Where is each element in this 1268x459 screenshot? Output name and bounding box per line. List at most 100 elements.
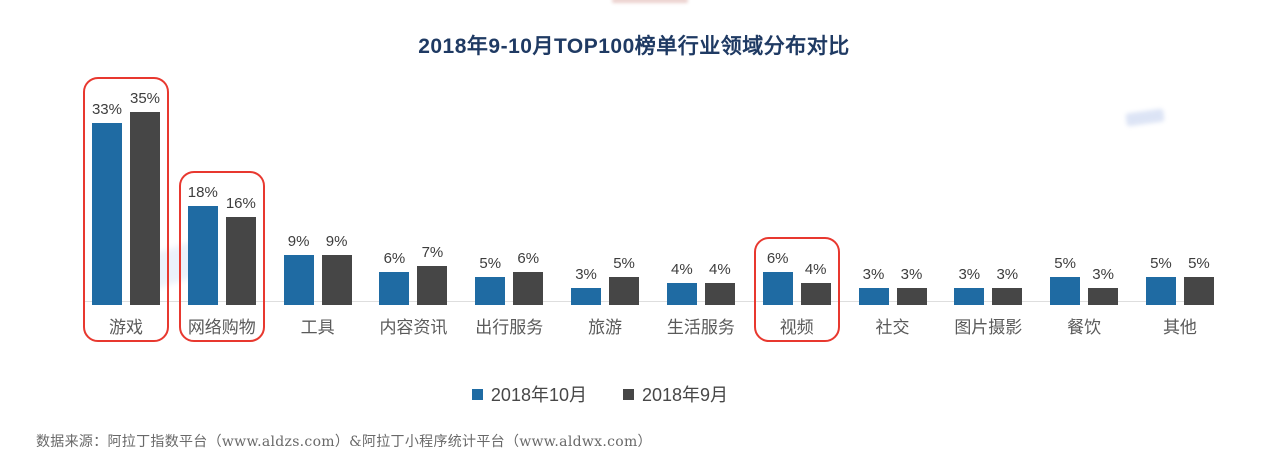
bar: [858, 288, 889, 305]
value-label: 5%: [1150, 255, 1172, 272]
bar-wrap: 6%: [513, 250, 544, 305]
bars-row: 6% 4%: [762, 250, 831, 305]
bar-wrap: 3%: [858, 266, 889, 305]
bar-wrap: 7%: [417, 244, 448, 305]
bar: [571, 288, 602, 305]
bars-row: 3% 5%: [571, 255, 640, 305]
category-label: 出行服务: [475, 318, 544, 337]
bar: [1145, 277, 1176, 305]
bars-row: 6% 7%: [379, 244, 448, 305]
bar: [225, 217, 256, 305]
bar: [321, 255, 352, 305]
value-label: 9%: [287, 233, 310, 250]
bar: [1088, 288, 1119, 305]
bar-wrap: 33%: [92, 101, 122, 305]
bar-group: 5% 5% 其他: [1145, 255, 1214, 339]
chart-title: 2018年9-10月TOP100榜单行业领域分布对比: [418, 35, 850, 58]
value-label: 4%: [671, 261, 693, 278]
legend-label: 2018年9月: [642, 385, 729, 405]
category-label: 视频: [779, 318, 814, 337]
bar-group: 33% 35% 游戏: [83, 77, 169, 342]
bar: [896, 288, 927, 305]
bar-wrap: 5%: [1145, 255, 1176, 305]
value-label: 5%: [1054, 255, 1076, 272]
bar-group: 3% 3% 图片摄影: [954, 266, 1023, 339]
bar-wrap: 5%: [1183, 255, 1214, 305]
value-label: 18%: [187, 184, 218, 201]
category-label: 餐饮: [1067, 318, 1102, 337]
bar-group: 4% 4% 生活服务: [666, 261, 735, 339]
category-label: 社交: [875, 318, 910, 337]
bar-group: 9% 9% 工具: [283, 233, 352, 339]
category-label: 旅游: [588, 318, 623, 337]
value-label: 4%: [709, 261, 731, 278]
bar-wrap: 5%: [475, 255, 506, 305]
bar-wrap: 9%: [321, 233, 352, 305]
value-label: 5%: [613, 255, 635, 272]
legend: 2018年10月 2018年9月: [0, 381, 1234, 407]
value-label: 7%: [421, 244, 444, 261]
bar: [187, 206, 218, 305]
bar-wrap: 6%: [762, 250, 793, 305]
bar-group: 3% 3% 社交: [858, 266, 927, 339]
bar: [379, 272, 410, 305]
bar-wrap: 4%: [666, 261, 697, 305]
legend-swatch: [623, 388, 634, 400]
bar: [1050, 277, 1081, 305]
legend-swatch: [471, 388, 483, 400]
value-label: 6%: [383, 250, 406, 267]
bar-group: 5% 3% 餐饮: [1050, 255, 1119, 339]
category-label: 生活服务: [666, 318, 735, 337]
bar-wrap: 4%: [800, 261, 831, 305]
data-source-note: 数据来源：阿拉丁指数平台（www.aldzs.com）&阿拉丁小程序统计平台（w…: [36, 434, 652, 450]
value-label: 5%: [1188, 255, 1210, 272]
bar: [513, 272, 544, 305]
legend-item: 2018年10月: [471, 381, 587, 407]
value-label: 6%: [766, 250, 789, 267]
bar-wrap: 3%: [571, 266, 602, 305]
bar-wrap: 3%: [992, 266, 1023, 305]
bar: [800, 283, 831, 305]
x-axis-line: [84, 301, 1214, 302]
bar-wrap: 5%: [609, 255, 640, 305]
bars-row: 3% 3%: [954, 266, 1023, 305]
value-label: 4%: [804, 261, 827, 278]
value-label: 5%: [479, 255, 502, 272]
bar: [283, 255, 314, 305]
bar: [417, 266, 448, 305]
bar-wrap: 4%: [704, 261, 735, 305]
bar-wrap: 16%: [226, 195, 256, 305]
bars-row: 5% 5%: [1145, 255, 1214, 305]
value-label: 3%: [958, 266, 981, 283]
bar-group: 6% 4% 视频: [753, 237, 840, 342]
category-label: 图片摄影: [954, 318, 1023, 337]
value-label: 33%: [91, 101, 122, 118]
bar: [609, 277, 640, 305]
value-label: 6%: [517, 250, 540, 267]
bar: [704, 283, 735, 305]
cropped-top-fragment: [612, 0, 688, 3]
bars-row: 3% 3%: [858, 266, 927, 305]
bar-wrap: 35%: [130, 90, 160, 305]
bar-wrap: 3%: [896, 266, 927, 305]
value-label: 3%: [900, 266, 923, 283]
category-label: 工具: [300, 318, 335, 337]
bar: [91, 123, 122, 305]
bar-group: 5% 6% 出行服务: [475, 250, 544, 339]
bar: [666, 283, 697, 305]
bar-wrap: 3%: [954, 266, 985, 305]
bar-chart: 33% 35% 游戏 18% 16% 网络购物 9% 9% 工具 6% 7% 内容资讯 5% 6% 出行服务…: [83, 77, 1214, 342]
bar: [762, 272, 793, 305]
value-label: 16%: [225, 195, 256, 212]
category-label: 网络购物: [187, 318, 256, 337]
value-label: 9%: [325, 233, 348, 250]
bars-row: 5% 3%: [1050, 255, 1119, 305]
category-label: 其他: [1162, 318, 1197, 337]
bar: [475, 277, 506, 305]
bar: [130, 112, 161, 305]
bars-row: 5% 6%: [475, 250, 544, 305]
bar-wrap: 18%: [188, 184, 218, 305]
bars-row: 9% 9%: [283, 233, 352, 305]
bar: [992, 288, 1023, 305]
